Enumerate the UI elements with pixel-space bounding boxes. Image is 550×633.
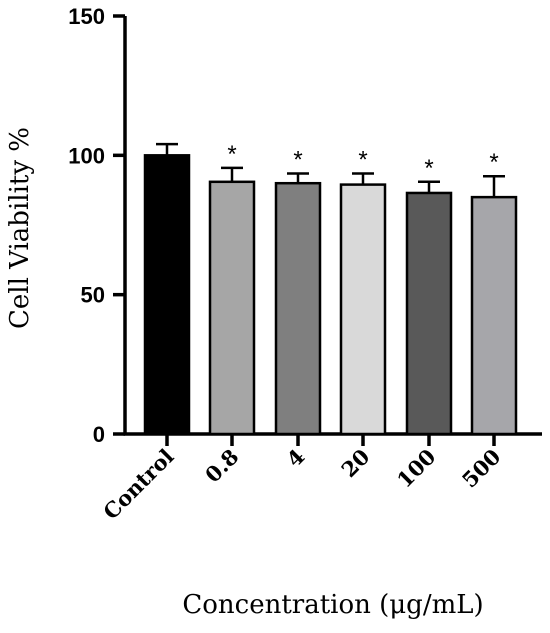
x-tick-label: 20 [336,444,374,482]
bar [339,183,387,436]
x-tick-label: Control [98,444,178,524]
bar [143,154,191,436]
significance-marker: * [293,146,302,173]
significance-marker: * [358,146,367,173]
x-tick-label: 4 [282,444,310,472]
y-tick-label: 150 [68,4,105,29]
x-axis-label: Concentration (μg/mL) [182,590,483,620]
significance-marker: * [489,149,498,176]
y-tick-label: 50 [81,283,105,308]
bar [274,181,322,436]
y-tick-label: 100 [68,143,105,168]
significance-marker: * [424,155,433,182]
bar [405,191,453,436]
plot-area: 0 50 100 150 Control * 0.8 * 4 * 20 * 100 * 500 [68,4,542,524]
x-tick-label: 0.8 [200,444,244,488]
bar [470,195,518,436]
y-axis-label: Cell Viability % [5,127,35,329]
bar [208,180,256,436]
significance-marker: * [227,141,236,168]
x-tick-label: 100 [392,444,441,493]
y-tick-label: 0 [93,422,105,447]
x-tick-label: 500 [457,444,506,493]
